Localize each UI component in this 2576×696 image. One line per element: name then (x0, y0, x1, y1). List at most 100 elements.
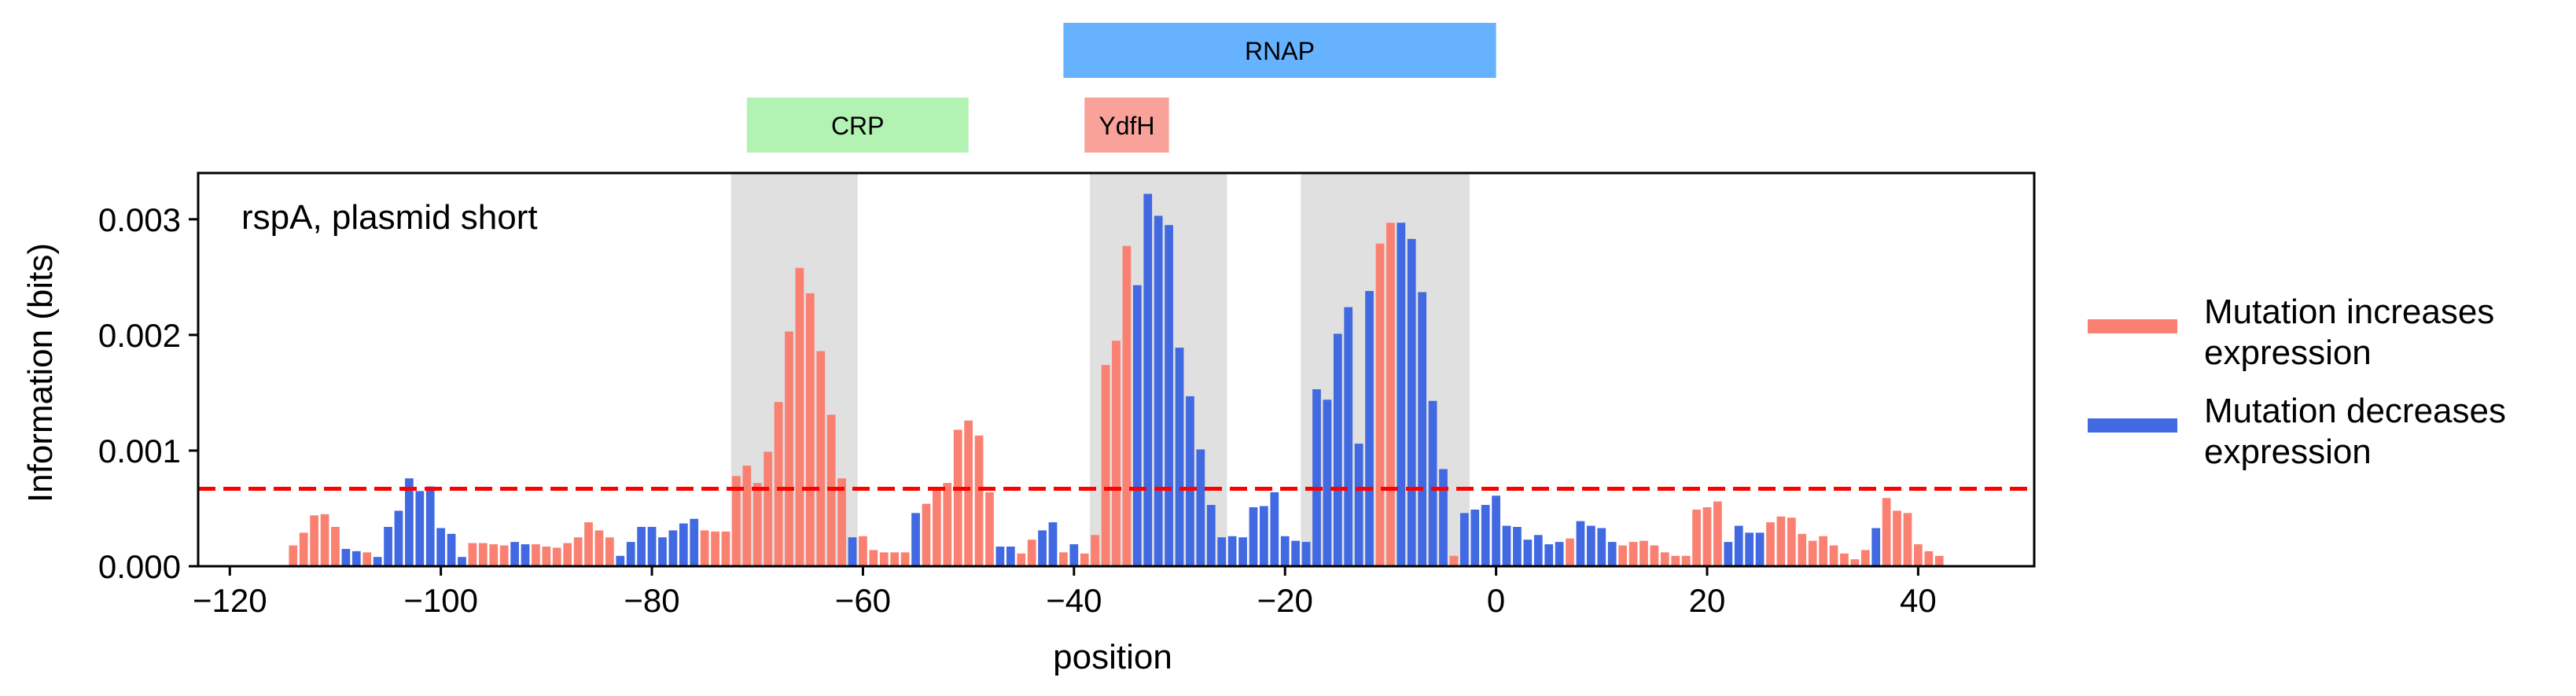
bar-decrease (458, 557, 466, 566)
bar-increase (362, 552, 372, 566)
x-tick-label: −40 (1046, 582, 1102, 619)
bar-decrease (1323, 400, 1332, 566)
bar-decrease (405, 478, 414, 566)
bar-increase (1628, 542, 1638, 566)
bar-decrease (1587, 525, 1595, 566)
bar-increase (1112, 341, 1121, 566)
y-tick-label: 0.002 (98, 317, 181, 354)
legend-label: Mutation increases expression (2204, 293, 2494, 372)
bar-increase (552, 547, 561, 566)
plot-frame (197, 171, 2036, 568)
bar-decrease (1291, 540, 1300, 566)
shaded-region (730, 173, 858, 566)
bar-increase (594, 530, 604, 566)
bar-increase (1091, 535, 1100, 566)
bar-decrease (1238, 537, 1247, 566)
bar-increase (1819, 536, 1827, 566)
bar-increase (542, 547, 551, 566)
bar-decrease (668, 530, 678, 566)
bar-decrease (510, 542, 519, 566)
bar-increase (1375, 243, 1385, 566)
bar-decrease (1533, 535, 1543, 566)
bar-increase (700, 530, 709, 566)
bar-increase (774, 402, 783, 566)
bar-decrease (1428, 400, 1437, 566)
bar-increase (795, 267, 804, 566)
bar-increase (742, 466, 752, 566)
bar-increase (859, 536, 867, 566)
bar-increase (785, 331, 793, 566)
bar-decrease (911, 513, 920, 566)
y-tick-label: 0.003 (98, 201, 181, 238)
bar-decrease (995, 547, 1005, 566)
bar-decrease (1069, 544, 1079, 566)
bar-increase (1860, 550, 1870, 566)
y-axis-ticks: 0.000 0.001 0.002 0.003 (98, 201, 198, 585)
bar-increase (1122, 245, 1132, 566)
bar-increase (584, 522, 593, 566)
bar-increase (1650, 545, 1659, 566)
bar-decrease (1227, 536, 1237, 566)
y-tick-label: 0.001 (98, 433, 181, 470)
binding-site-box (1063, 23, 1496, 78)
bar-increase (1850, 559, 1860, 566)
x-axis-label: position (1053, 638, 1172, 676)
bar-increase (922, 503, 931, 566)
bar-increase (711, 531, 719, 566)
bar-decrease (1280, 536, 1290, 566)
bar-decrease (1397, 223, 1406, 566)
binding-site-box (746, 98, 969, 153)
bar-increase (1893, 510, 1901, 566)
bar-increase (478, 543, 488, 566)
bar-decrease (616, 555, 625, 566)
bar-increase (1903, 513, 1912, 566)
x-tick-label: −80 (624, 582, 679, 619)
plot-annotation: rspA, plasmid short (241, 198, 538, 237)
bar-increase (605, 537, 614, 566)
bar-decrease (1607, 542, 1617, 566)
x-axis-ticks: −120 −100 −80 −60 −40 −20 0 20 40 (193, 566, 1937, 619)
bar-decrease (1270, 492, 1279, 566)
bar-increase (805, 293, 815, 566)
bar-decrease (1871, 528, 1881, 566)
bar-increase (1449, 555, 1459, 566)
bar-increase (953, 429, 962, 566)
bar-increase (1017, 553, 1026, 566)
bar-decrease (1439, 469, 1448, 566)
bar-increase (320, 514, 329, 566)
bar-increase (1702, 507, 1712, 566)
bar-decrease (1513, 527, 1522, 566)
bar-increase (1027, 539, 1036, 566)
bar-decrease (1354, 444, 1363, 566)
bar-increase (1386, 223, 1395, 566)
bar-decrease (1312, 389, 1321, 566)
bar-increase (1660, 552, 1669, 566)
x-tick-label: −100 (403, 582, 478, 619)
bar-increase (869, 550, 878, 566)
binding-sites: CRP YdfH RNAP (746, 23, 1496, 153)
bar-increase (563, 543, 572, 566)
bar-increase (1776, 516, 1786, 566)
y-tick-label: 0.000 (98, 548, 181, 585)
x-tick-label: 0 (1487, 582, 1505, 619)
bar-increase (499, 545, 509, 566)
bar-decrease (679, 523, 688, 566)
bar-decrease (626, 542, 635, 566)
bar-decrease (373, 557, 382, 566)
bar-decrease (1260, 506, 1268, 566)
bar-decrease (415, 491, 425, 566)
bar-increase (753, 483, 762, 566)
binding-site-label: RNAP (1245, 37, 1315, 65)
bar-decrease (1470, 509, 1480, 566)
legend-swatch (2088, 418, 2177, 433)
bar-decrease (351, 551, 361, 566)
bar-decrease (1301, 542, 1311, 566)
bar-decrease (1555, 542, 1564, 566)
bar-decrease (1544, 544, 1554, 566)
bar-decrease (1175, 348, 1184, 566)
bar-increase (1059, 552, 1068, 566)
bar-decrease (436, 528, 446, 566)
bar-decrease (1481, 505, 1490, 566)
bar-increase (933, 489, 941, 566)
bars (289, 193, 1944, 566)
